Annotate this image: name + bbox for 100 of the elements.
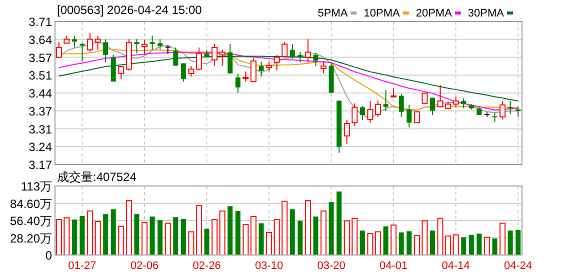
candlestick: [94, 35, 101, 50]
bar: [508, 230, 513, 255]
candlestick: [313, 52, 318, 66]
bar: [360, 230, 365, 255]
candlestick: [258, 60, 264, 78]
bar: [516, 230, 521, 255]
candlestick: [250, 58, 256, 82]
x-tick-label: 02-06: [130, 260, 159, 272]
candlestick: [87, 32, 94, 52]
candlestick: [375, 100, 382, 118]
candlestick: [304, 38, 311, 63]
bar: [219, 210, 226, 256]
bar: [150, 216, 155, 255]
y-tick-label: 3.31: [28, 122, 52, 136]
legend-label: 10PMA: [364, 8, 400, 20]
bar: [126, 200, 132, 256]
bar: [320, 210, 327, 256]
bar: [452, 234, 459, 256]
bar: [134, 214, 140, 255]
bar: [103, 214, 108, 255]
bar: [375, 231, 382, 256]
chart-title: 成交量:407524: [57, 170, 137, 184]
candlestick: [320, 60, 327, 74]
candlestick: [180, 62, 186, 82]
candlestick: [134, 38, 140, 54]
x-tick-label: 03-20: [317, 260, 346, 272]
bar: [398, 232, 404, 255]
y-tick-label: 84.60万: [10, 196, 52, 211]
candlestick: [508, 100, 513, 114]
y-tick-label: 3.71: [28, 15, 52, 29]
candlestick: [360, 105, 365, 121]
bar: [250, 216, 256, 256]
candlestick: [422, 92, 428, 104]
chart-title: [000563] 2026-04-24 15:00: [57, 3, 202, 17]
legend-label: 20PMA: [416, 8, 453, 20]
candlestick: [196, 46, 202, 71]
candlestick: [228, 44, 233, 74]
bar: [188, 231, 194, 256]
bar: [164, 222, 171, 256]
candlestick: [212, 44, 218, 66]
candlestick: [367, 100, 374, 124]
bar: [204, 228, 210, 255]
candlestick: [516, 106, 521, 118]
candlestick: [461, 98, 466, 109]
candlestick: [290, 44, 295, 60]
candlestick: [173, 46, 178, 66]
bar: [235, 211, 240, 255]
candlestick: [235, 73, 240, 94]
bar: [484, 236, 490, 256]
legend-label: 5PMA: [318, 8, 348, 20]
candlestick: [414, 111, 420, 124]
candlestick: [80, 42, 85, 62]
candlestick: [352, 102, 358, 127]
bar: [94, 220, 101, 256]
candlestick: [383, 90, 388, 112]
bar: [461, 237, 466, 255]
candlestick: [188, 65, 194, 78]
bar: [367, 233, 374, 256]
bar: [390, 224, 397, 256]
candlestick: [274, 54, 280, 71]
candlestick: [406, 104, 412, 128]
candlestick: [492, 112, 498, 122]
candlestick: [452, 96, 459, 108]
bar: [476, 234, 482, 255]
bar: [290, 209, 295, 255]
candlestick: [118, 66, 124, 80]
candlestick: [500, 100, 506, 120]
bar: [80, 216, 85, 255]
bar: [298, 220, 303, 255]
bar: [180, 218, 186, 255]
bar: [500, 222, 506, 256]
bar: [313, 216, 318, 255]
bar: [336, 191, 342, 255]
x-tick-label: 04-24: [504, 260, 532, 272]
bar: [87, 210, 94, 256]
bar: [72, 220, 77, 255]
legend-label: 30PMA: [468, 8, 505, 20]
y-tick-label: 3.57: [28, 50, 52, 65]
bar: [196, 205, 202, 256]
candlestick: [164, 45, 171, 54]
x-tick-label: 03-10: [254, 260, 284, 272]
bar: [242, 224, 249, 256]
bar: [110, 209, 116, 255]
y-tick-label: 56.40万: [10, 214, 52, 228]
x-tick-label: 02-26: [192, 260, 221, 272]
y-tick-label: 3.51: [28, 68, 52, 83]
x-tick-label: 01-27: [68, 260, 96, 272]
y-tick-label: 113万: [20, 180, 52, 194]
y-tick-label: 28.20万: [10, 231, 52, 246]
candlestick: [282, 42, 288, 58]
candlestick: [158, 38, 163, 50]
y-tick-label: 3.37: [28, 104, 52, 118]
y-tick-label: 3.17: [28, 158, 52, 172]
bar: [468, 234, 474, 255]
bar: [228, 206, 233, 255]
candlestick: [430, 97, 435, 116]
candlestick: [150, 35, 155, 50]
bar: [212, 219, 218, 256]
bar: [142, 222, 148, 256]
candlestick: [72, 35, 77, 48]
